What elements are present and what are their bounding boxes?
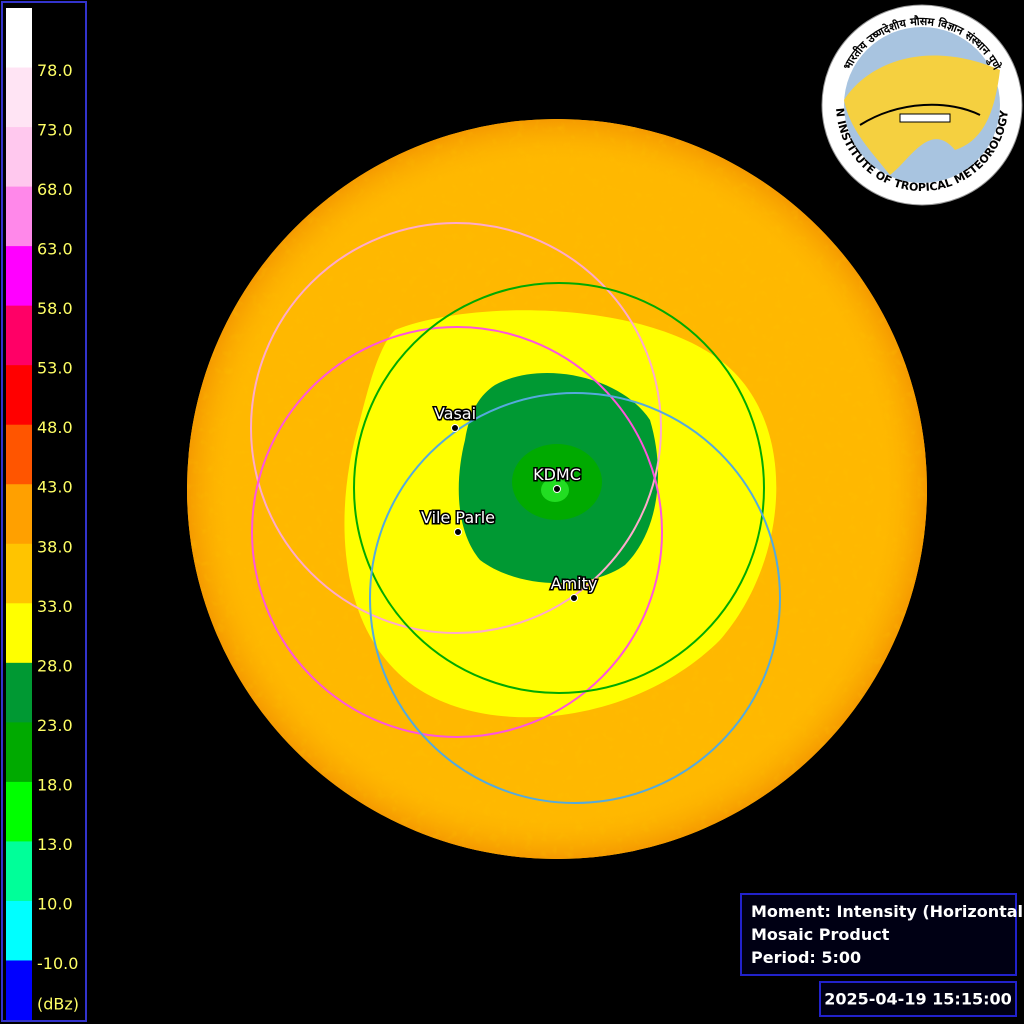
legend-swatch: [6, 484, 32, 545]
legend-label: 28.0: [37, 656, 73, 675]
legend-label: 58.0: [37, 299, 73, 318]
legend-label: 48.0: [37, 418, 73, 437]
legend-swatch: [6, 305, 32, 366]
station-label: Vasai: [434, 404, 476, 423]
legend-label: 43.0: [37, 478, 73, 497]
legend-label: 23.0: [37, 716, 73, 735]
legend-swatch: [6, 186, 32, 247]
logo-arrow: [899, 113, 951, 123]
legend-swatch: [6, 8, 32, 69]
range-ring: [353, 282, 765, 694]
legend-swatch: [6, 127, 32, 188]
legend-swatch: [6, 424, 32, 485]
legend-label: 10.0: [37, 894, 73, 913]
legend-label: 73.0: [37, 121, 73, 140]
station-marker: [553, 485, 561, 493]
legend-swatch: [6, 67, 32, 128]
legend-label: 63.0: [37, 240, 73, 259]
legend-label: 38.0: [37, 537, 73, 556]
legend-swatch: [6, 365, 32, 426]
logo-arrow: [859, 103, 981, 126]
range-ring: [369, 392, 781, 804]
range-ring: [251, 326, 663, 738]
info-line: Moment: Intensity (Horizontal): [751, 902, 1024, 921]
legend-swatch: [6, 900, 32, 961]
legend-label: 18.0: [37, 775, 73, 794]
legend-label: 68.0: [37, 180, 73, 199]
station-label: Vile Parle: [421, 508, 495, 527]
legend-label: 53.0: [37, 359, 73, 378]
legend-swatch: [6, 841, 32, 902]
legend-frame: [1, 1, 87, 1022]
timestamp: 2025-04-19 15:15:00: [824, 990, 1012, 1009]
station-marker: [451, 424, 459, 432]
legend-swatch: [6, 722, 32, 783]
legend-swatch: [6, 603, 32, 664]
range-ring: [250, 222, 662, 634]
legend-swatch: [6, 781, 32, 842]
legend-swatch: [6, 543, 32, 604]
info-line: Mosaic Product: [751, 925, 890, 944]
station-marker: [454, 528, 462, 536]
legend-unit: (dBz): [37, 995, 79, 1014]
legend-label: 13.0: [37, 835, 73, 854]
timestamp-frame: [819, 981, 1017, 1017]
legend-swatch: [6, 246, 32, 307]
info-line: Period: 5:00: [751, 948, 861, 967]
color-legend: 78.0 73.0 68.0 63.0 58.0 53.0 48.0 43.0 38.0 33.0…: [1, 1, 87, 1022]
legend-label: 33.0: [37, 597, 73, 616]
legend-swatch: [6, 960, 32, 1021]
info-box: Moment: Intensity (Horizontal) Mosaic Pro…: [740, 893, 1024, 976]
timestamp-box: 2025-04-19 15:15:00: [819, 981, 1017, 1017]
legend-swatch: [6, 662, 32, 723]
legend-label: 78.0: [37, 61, 73, 80]
legend-label: -10.0: [37, 954, 78, 973]
station-label: Amity: [551, 574, 598, 593]
station-label: KDMC: [533, 465, 581, 484]
station-marker: [570, 594, 578, 602]
info-frame: [740, 893, 1017, 976]
radar-echo: [187, 119, 927, 859]
